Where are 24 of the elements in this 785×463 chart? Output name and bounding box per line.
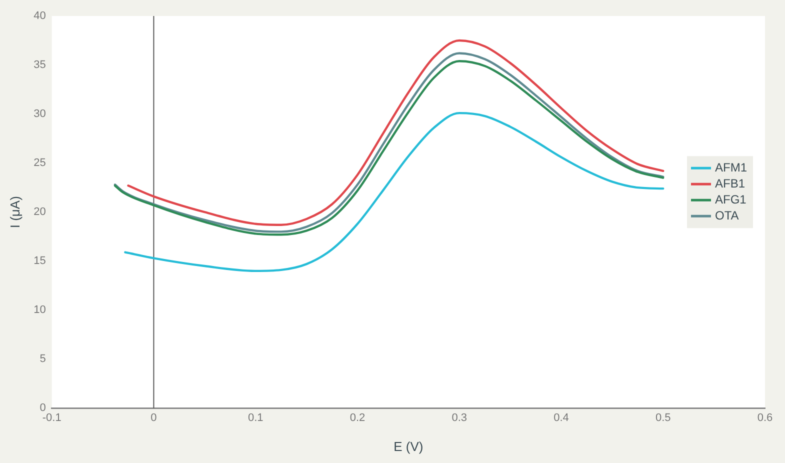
y-tick-label: 0 xyxy=(40,402,46,414)
legend-label: AFB1 xyxy=(715,176,746,190)
x-tick-label: 0 xyxy=(150,412,157,424)
y-tick-label: 5 xyxy=(40,353,46,366)
line-series xyxy=(124,112,664,272)
y-tick-label: 30 xyxy=(34,108,46,120)
y-tick-label: 10 xyxy=(34,304,46,316)
y-axis-title: I (μA) xyxy=(7,196,22,228)
y-tick-label: 15 xyxy=(34,255,46,268)
x-tick-label: 0.3 xyxy=(452,412,468,424)
x-tick-label: 0.2 xyxy=(350,412,366,424)
x-tick-label: 0.5 xyxy=(655,412,671,424)
x-tick-label: -0.1 xyxy=(42,412,62,424)
y-tick-label: 20 xyxy=(34,206,46,218)
y-tick-label: 25 xyxy=(34,157,46,170)
x-tick-label: 0.4 xyxy=(554,412,569,424)
y-tick-label: 35 xyxy=(34,59,46,72)
legend-label: AFM1 xyxy=(715,160,748,174)
x-axis-title: E (V) xyxy=(394,438,424,454)
x-tick-label: 0.1 xyxy=(248,412,264,424)
legend-label: AFG1 xyxy=(715,192,747,206)
legend-label: OTA xyxy=(715,208,739,222)
y-tick-label: 40 xyxy=(34,10,46,22)
x-tick-label: 0.6 xyxy=(757,412,773,424)
